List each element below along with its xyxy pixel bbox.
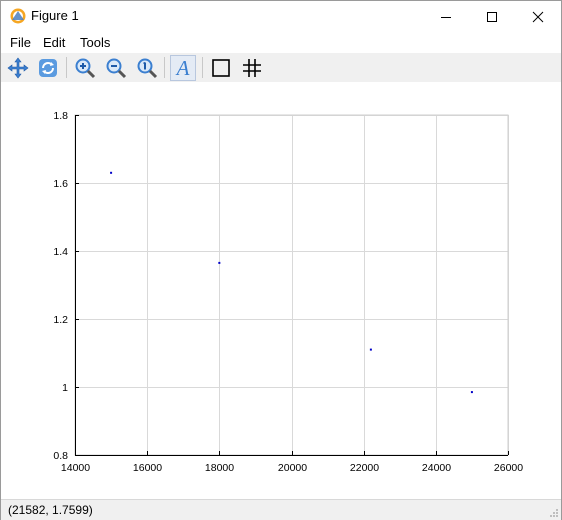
zoom-out-icon xyxy=(106,58,127,79)
status-bar: (21582, 1.7599) xyxy=(1,499,561,520)
toolbar-separator xyxy=(164,57,165,78)
title-bar[interactable]: Figure 1 xyxy=(1,1,561,32)
zoom-in-button[interactable] xyxy=(72,55,98,81)
tick-marks xyxy=(75,115,509,456)
y-tick-label: 1.8 xyxy=(53,110,68,122)
axes-background[interactable] xyxy=(75,115,508,455)
y-tick-label: 1.6 xyxy=(53,178,68,190)
plot-area[interactable]: 14000 16000 18000 20000 22000 24000 26000 0.81… xyxy=(1,82,561,497)
maximize-button[interactable] xyxy=(469,1,515,32)
minimize-icon xyxy=(441,16,451,18)
data-point xyxy=(470,391,473,394)
octave-app-icon xyxy=(10,8,26,24)
data-points xyxy=(110,171,473,394)
window-title: Figure 1 xyxy=(31,8,79,23)
x-tick-label: 24000 xyxy=(422,462,451,474)
y-tick-label: 1 xyxy=(62,382,68,394)
x-tick-label: 20000 xyxy=(278,462,307,474)
data-point xyxy=(110,171,113,174)
cursor-coordinates: (21582, 1.7599) xyxy=(8,503,93,517)
y-tick-label: 1.2 xyxy=(53,314,68,326)
menu-edit[interactable]: Edit xyxy=(43,35,66,50)
menu-bar: File Edit Tools xyxy=(1,32,561,52)
axes-box-icon xyxy=(212,59,230,77)
figure-canvas[interactable]: 14000 16000 18000 20000 22000 24000 26000 0.8 1… xyxy=(1,82,561,497)
close-button[interactable] xyxy=(515,1,561,32)
y-tick-label: 0.8 xyxy=(53,450,68,462)
zoom-in-icon xyxy=(75,58,96,79)
grid-button[interactable] xyxy=(239,55,265,81)
close-icon xyxy=(532,11,544,22)
toolbar-separator xyxy=(66,57,67,78)
menu-file[interactable]: File xyxy=(10,35,31,50)
y-tick-labels: 0.8 1 1.2 1.4 1.6 1.8 xyxy=(53,110,68,462)
resize-grip-icon[interactable] xyxy=(549,508,559,518)
pan-button[interactable] xyxy=(5,55,31,81)
x-tick-labels: 14000 16000 18000 20000 22000 24000 26000 xyxy=(61,462,523,474)
rotate-icon xyxy=(39,59,57,77)
text-tool-button[interactable]: A xyxy=(170,55,196,81)
data-point xyxy=(218,261,221,264)
minimize-button[interactable] xyxy=(423,1,469,32)
zoom-out-button[interactable] xyxy=(103,55,129,81)
maximize-icon xyxy=(487,11,497,22)
zoom-reset-icon xyxy=(137,58,158,79)
text-icon: A xyxy=(176,56,190,80)
toolbar: A xyxy=(1,53,561,82)
pan-icon xyxy=(7,57,29,79)
x-tick-label: 22000 xyxy=(350,462,379,474)
zoom-reset-button[interactable] xyxy=(134,55,160,81)
grid-icon xyxy=(243,59,261,77)
data-point xyxy=(369,348,372,351)
toolbar-separator xyxy=(202,57,203,78)
x-tick-label: 18000 xyxy=(205,462,234,474)
x-tick-label: 16000 xyxy=(133,462,162,474)
x-tick-label: 26000 xyxy=(494,462,523,474)
y-tick-label: 1.4 xyxy=(53,246,68,258)
menu-tools[interactable]: Tools xyxy=(80,35,111,50)
axes-box-button[interactable] xyxy=(208,55,234,81)
x-tick-label: 14000 xyxy=(61,462,90,474)
rotate-button[interactable] xyxy=(35,55,61,81)
